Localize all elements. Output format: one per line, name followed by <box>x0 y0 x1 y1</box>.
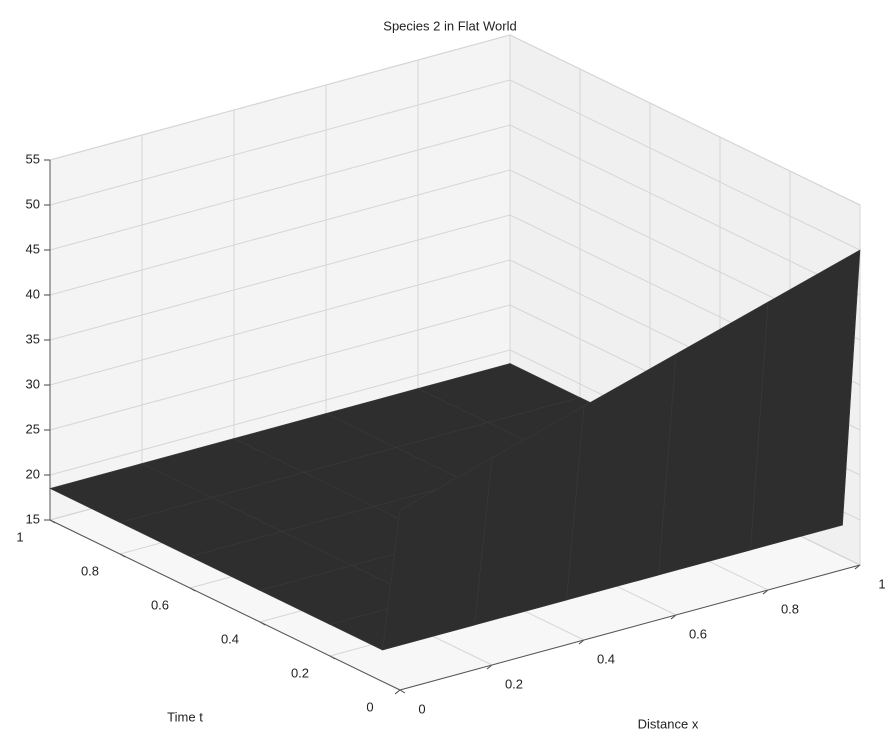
y-tick <box>399 689 406 694</box>
x-tick-label: 0.4 <box>597 651 615 666</box>
x-tick <box>394 689 401 695</box>
z-tick-label: 50 <box>26 196 40 211</box>
grid-line <box>49 304 511 431</box>
y-tick-label: 0.4 <box>221 631 239 646</box>
x-tick-label: 0 <box>418 701 425 716</box>
grid-line <box>49 214 511 341</box>
grid-line <box>49 349 511 476</box>
z-tick-label: 55 <box>26 151 40 166</box>
y-axis-label: Time t <box>167 709 203 724</box>
z-tick-label: 25 <box>26 421 40 436</box>
y-tick-label: 0.8 <box>81 563 99 578</box>
y-tick-label: 0.2 <box>291 665 309 680</box>
x-tick-label: 0.6 <box>689 626 707 641</box>
z-tick-label: 20 <box>26 466 40 481</box>
z-tick-label: 40 <box>26 286 40 301</box>
z-tick-label: 45 <box>26 241 40 256</box>
grid-line <box>49 34 511 161</box>
grid-line <box>49 79 511 206</box>
y-tick-label: 0 <box>366 699 373 714</box>
x-tick-label: 1 <box>878 576 885 591</box>
surface-patch <box>382 457 493 651</box>
z-tick-label: 30 <box>26 376 40 391</box>
x-axis-label: Distance x <box>638 716 699 731</box>
x-tick-label: 0.2 <box>505 676 523 691</box>
x-axis <box>399 564 861 691</box>
grid-line <box>49 124 511 251</box>
grid-line <box>509 34 861 206</box>
grid-line <box>509 79 861 251</box>
chart-title: Species 2 in Flat World <box>383 18 516 33</box>
y-tick-label: 1 <box>16 529 23 544</box>
x-tick-label: 0.8 <box>781 601 799 616</box>
z-tick-label: 35 <box>26 331 40 346</box>
z-tick-label: 15 <box>26 511 40 526</box>
grid-line <box>509 124 861 296</box>
y-tick-label: 0.6 <box>151 597 169 612</box>
grid-line <box>49 259 511 386</box>
y-axis <box>49 519 401 691</box>
grid-line <box>49 169 511 296</box>
